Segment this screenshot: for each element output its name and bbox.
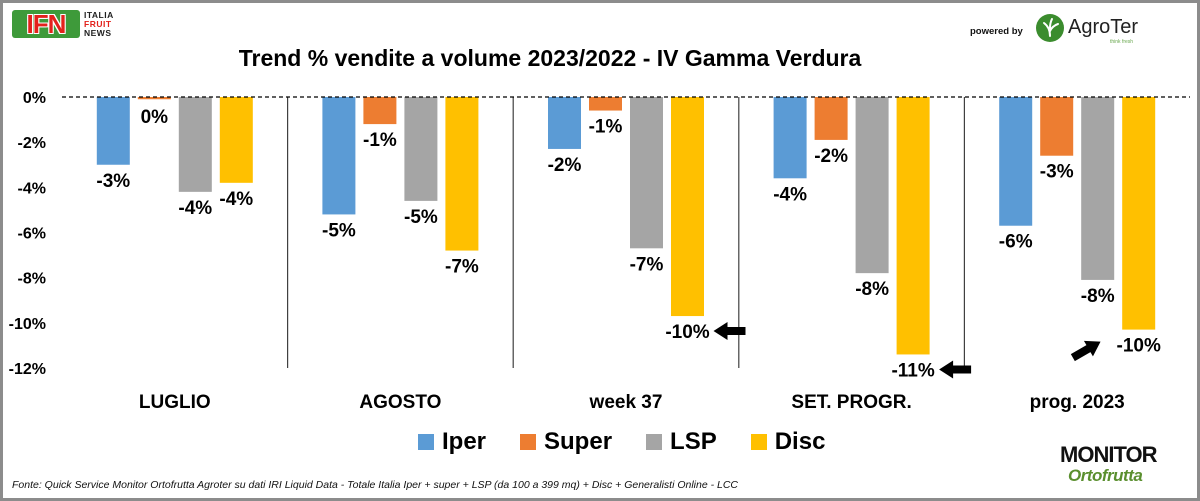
agroter-leaf-icon [1036,14,1064,42]
data-label: -5% [322,220,356,241]
bar-disc [445,97,479,251]
legend-item-super: Super [520,425,612,459]
y-tick-label: -12% [9,361,46,378]
bar-iper [999,97,1033,226]
data-label: -4% [219,189,253,210]
left-arrow-icon [939,360,972,379]
bar-iper [96,97,130,165]
legend-swatch [646,434,663,450]
monitor-logo-top: MONITOR [1060,442,1157,467]
bar-iper [548,97,581,149]
legend-item-disc: Disc [750,425,826,459]
category-label: SET. PROGR. [791,392,911,413]
data-label: -1% [363,130,397,151]
chart-title: Trend % vendite a volume 2023/2022 - IV … [238,45,862,71]
data-label: -10% [1117,336,1161,357]
legend-label: Iper [442,428,487,455]
legend-label: LSP [670,428,717,455]
powered-by-label: powered by [970,26,1023,37]
data-label: -3% [1040,162,1074,183]
bar-super [814,97,848,140]
data-label: 0% [141,107,169,128]
data-label: -1% [589,117,623,138]
legend-label: Super [544,428,613,455]
bar-lsp [404,97,438,201]
monitor-ortofrutta-logo: MONITOR Ortofrutta [1060,443,1180,489]
data-label: -7% [445,257,479,278]
legend-item-iper: Iper [418,425,486,459]
legend-label: Disc [774,428,826,455]
ifn-logo: IFN ITALIA FRUIT NEWS [12,10,130,42]
bar-super [589,97,622,111]
ifn-sub-news: NEWS [84,28,112,38]
bar-iper [322,97,356,215]
agroter-wordmark: AgroTer [1068,16,1139,38]
category-label: AGOSTO [359,392,441,413]
y-tick-label: -10% [9,316,46,333]
legend-swatch [750,434,767,450]
category-label: prog. 2023 [1030,392,1125,413]
y-tick-label: -2% [18,135,46,152]
data-label: -2% [548,155,582,176]
bar-disc [1122,97,1156,330]
bar-disc [896,97,930,355]
ifn-logo-subtitle: ITALIA FRUIT NEWS [84,11,114,38]
bar-iper [773,97,807,179]
legend-item-lsp: LSP [646,425,717,459]
chart-legend: Iper Super LSP Disc [418,425,825,459]
bar-lsp [630,97,663,249]
data-label: -7% [630,254,664,275]
bar-disc [671,97,704,317]
category-label: LUGLIO [139,392,211,413]
ifn-sub-fruit: FRUIT [84,19,112,29]
y-tick-label: -6% [18,226,46,243]
agroter-tagline: think fresh [1110,39,1134,45]
data-label: -10% [665,322,709,343]
y-tick-label: -8% [18,271,46,288]
ifn-sub-italia: ITALIA [84,10,114,20]
ifn-logo-box [12,10,80,38]
data-label: -4% [773,184,807,205]
up-right-arrow-icon [1070,340,1101,362]
left-arrow-icon [713,322,746,341]
source-note: Fonte: Quick Service Monitor Ortofrutta … [12,479,739,491]
category-label: week 37 [589,392,663,413]
ifn-logo-text: IFN [26,9,67,39]
data-label: -5% [404,207,438,228]
monitor-logo-bottom: Ortofrutta [1068,466,1143,485]
data-label: -8% [855,279,889,300]
bar-super [137,97,171,100]
y-tick-label: 0% [23,90,46,107]
data-label: -3% [96,171,130,192]
data-label: -11% [891,360,934,381]
data-label: -8% [1081,286,1115,307]
bar-super [1040,97,1074,156]
legend-swatch [418,434,434,450]
bar-super [363,97,397,125]
data-label: -6% [999,232,1033,253]
data-label: -4% [178,198,212,219]
y-tick-label: -4% [18,180,46,197]
legend-swatch [520,434,537,450]
agroter-logo: AgroTer think fresh [1036,12,1166,46]
up-right-arrow-shape [1070,340,1101,362]
bar-lsp [855,97,889,274]
data-label: -2% [814,146,848,167]
bar-disc [219,97,253,183]
bar-lsp [1081,97,1115,280]
bar-lsp [178,97,212,192]
